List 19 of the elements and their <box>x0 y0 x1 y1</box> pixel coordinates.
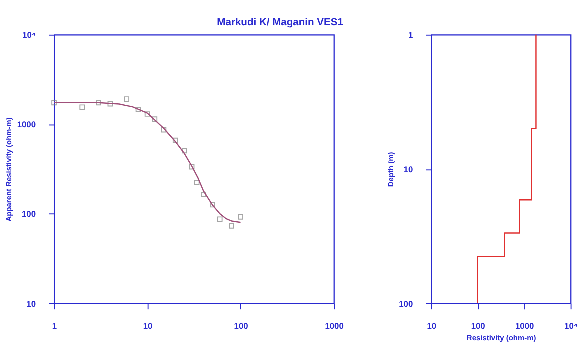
y-tick-label: 1000 <box>17 120 36 130</box>
y-tick-label: 100 <box>399 298 414 309</box>
x-tick-label: 1000 <box>325 321 344 332</box>
y-tick-label: 10⁴ <box>22 30 36 40</box>
y-tick-label: 10 <box>26 298 36 309</box>
x-tick-label: 1 <box>52 321 58 332</box>
x-tick-label: 10 <box>427 321 437 332</box>
x-tick-label: 1000 <box>515 321 534 332</box>
y-tick-label: 10 <box>404 164 414 174</box>
x-tick-label: 100 <box>234 321 249 332</box>
x-tick-label: 100 <box>471 321 486 332</box>
chart-title: Markudi K/ Maganin VES1 <box>217 18 344 29</box>
x-axis-title: Resistivity (ohm-m) <box>466 333 537 342</box>
x-tick-label: 10 <box>143 321 154 332</box>
x-tick-label: 10⁴ <box>564 321 578 332</box>
y-axis-title: Depth (m) <box>386 152 396 188</box>
y-axis-title: Apparent Resistivity (ohm-m) <box>4 117 14 222</box>
y-tick-label: 100 <box>22 209 36 220</box>
y-tick-label: 1 <box>408 30 414 40</box>
